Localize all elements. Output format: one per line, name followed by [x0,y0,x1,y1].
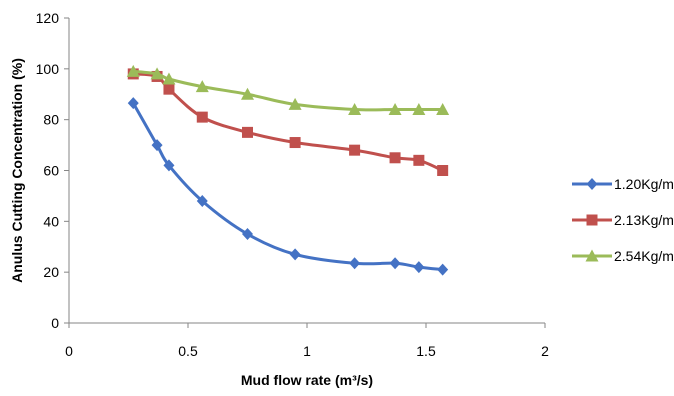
data-point [163,83,175,95]
y-tick-label: 60 [43,163,59,179]
legend-label: 2.13Kg/m [614,212,674,228]
data-point [127,97,139,110]
legend-item: 1.20Kg/m [572,176,674,192]
data-point [150,67,164,80]
data-point [242,126,253,138]
x-tick-label: 0 [65,343,73,359]
data-point [436,103,450,115]
data-point [289,248,301,261]
x-tick-label: 1.5 [416,343,436,359]
legend-marker [585,249,599,262]
y-axis-title: Anulus Cutting Concentration (%) [9,58,25,283]
legend-label: 1.20Kg/m [614,176,674,192]
data-point [196,195,208,207]
legend-marker [586,214,598,226]
legend-label: 2.54Kg/m [614,248,674,264]
data-point [413,154,425,166]
series-3 [126,64,450,115]
series-line [131,102,443,272]
data-point [389,152,401,164]
data-point [126,64,140,77]
data-point [348,103,362,115]
y-tick-label: 20 [43,264,59,280]
y-tick-label: 80 [43,112,59,128]
data-point [437,165,449,176]
data-point [196,111,208,123]
legend-item: 2.54Kg/m [572,248,674,264]
data-point [151,139,163,152]
series-line [133,69,443,112]
legend-marker [586,178,598,190]
series-2 [127,68,449,176]
x-tick-label: 2 [541,343,549,359]
data-point [349,257,361,270]
data-point [241,87,254,100]
data-point [389,257,401,270]
data-point [349,144,361,156]
y-tick-label: 40 [43,213,59,229]
y-tick-label: 100 [36,61,60,77]
series-1 [127,97,449,276]
data-point [162,72,176,85]
y-tick-label: 0 [51,315,59,331]
data-point [163,159,175,172]
y-tick-label: 120 [36,10,60,26]
x-tick-label: 1 [303,343,311,359]
x-axis-title: Mud flow rate (m³/s) [241,372,373,388]
series-layer [126,64,450,276]
legend: 1.20Kg/m 2.13Kg/m 2.54Kg/m [572,176,674,264]
axes: 0 20 40 60 80 100 120 0 0.5 1 1.5 2 [36,10,549,359]
data-point [195,80,209,93]
data-point [437,263,449,276]
data-point [289,137,301,149]
data-point [413,261,425,274]
x-tick-label: 0.5 [178,343,198,359]
data-point [288,97,302,110]
data-point [388,103,402,115]
legend-item: 2.13Kg/m [572,212,674,228]
data-point [412,103,426,115]
data-point [242,228,253,241]
